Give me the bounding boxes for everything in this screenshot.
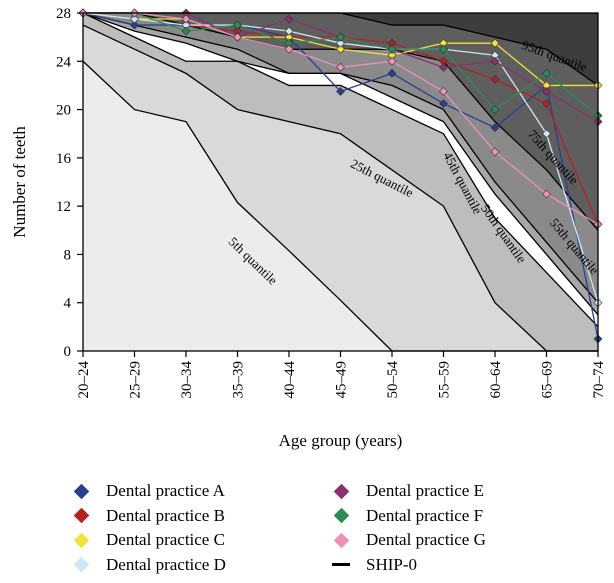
diamond-icon bbox=[333, 507, 349, 524]
quantile-bands bbox=[83, 13, 598, 352]
x-axis-ticks: 20–24 25–29 30–34 35–39 40–44 45–49 50–54 55–59… bbox=[76, 351, 607, 399]
series-point bbox=[181, 26, 191, 36]
series-point bbox=[284, 44, 294, 54]
x-tick-label: 30–34 bbox=[179, 361, 195, 399]
x-tick-label: 60–64 bbox=[488, 361, 504, 399]
series-point bbox=[130, 20, 139, 30]
series-point bbox=[387, 68, 397, 78]
legend-item: Dental practice A bbox=[70, 480, 225, 502]
x-tick-label: 20–24 bbox=[76, 361, 92, 399]
legend-swatch bbox=[70, 480, 92, 502]
legend-swatch bbox=[330, 480, 352, 502]
series-point bbox=[542, 87, 551, 96]
series-point bbox=[284, 14, 294, 24]
legend-item: SHIP-0 bbox=[330, 554, 417, 576]
legend-item: Dental practice F bbox=[330, 505, 483, 527]
legend-swatch bbox=[330, 505, 352, 527]
y-tick-label: 24 bbox=[56, 54, 72, 70]
series-point bbox=[336, 38, 345, 48]
y-tick-label: 12 bbox=[56, 199, 71, 215]
legend-swatch bbox=[70, 554, 92, 576]
x-tick-label: 70–74 bbox=[591, 361, 607, 399]
series-point bbox=[542, 129, 551, 139]
series-point bbox=[542, 189, 551, 199]
legend-swatch bbox=[70, 529, 92, 551]
legend-label: Dental practice A bbox=[106, 481, 225, 500]
legend-item: Dental practice G bbox=[330, 529, 486, 551]
series-point bbox=[130, 14, 139, 24]
series-point bbox=[387, 44, 397, 54]
y-axis-ticks: 0 4 8 12 16 20 24 28 bbox=[56, 6, 83, 360]
legend-label: Dental practice F bbox=[366, 505, 484, 525]
series-point bbox=[233, 32, 242, 42]
series-point bbox=[439, 62, 448, 72]
series-point bbox=[336, 44, 345, 54]
series-point bbox=[387, 56, 397, 66]
series-point bbox=[490, 123, 500, 133]
legend-label: Dental practice D bbox=[106, 554, 226, 574]
legend: Dental practice A Dental practice B Dental… bbox=[0, 478, 614, 583]
legend-item: Dental practice E bbox=[330, 480, 484, 502]
x-tick-label: 50–54 bbox=[385, 361, 401, 399]
diamond-icon bbox=[73, 507, 89, 524]
legend-swatch bbox=[330, 529, 352, 551]
legend-swatch bbox=[70, 505, 92, 527]
series-point bbox=[336, 62, 345, 72]
line-55th-quantile bbox=[82, 12, 599, 304]
series-point bbox=[336, 87, 345, 96]
series-point bbox=[439, 99, 448, 108]
x-tick-label: 65–69 bbox=[540, 361, 556, 399]
x-tick-label: 25–29 bbox=[128, 361, 144, 399]
y-tick-label: 8 bbox=[64, 247, 72, 263]
band-5th-quantile bbox=[83, 61, 598, 352]
series-point bbox=[336, 32, 345, 42]
y-tick-label: 28 bbox=[56, 6, 71, 22]
series-point bbox=[439, 44, 448, 54]
diamond-icon bbox=[73, 532, 89, 548]
diamond-icon bbox=[333, 483, 349, 499]
legend-label: Dental practice G bbox=[366, 530, 486, 549]
x-tick-label: 55–59 bbox=[437, 361, 453, 399]
series-point bbox=[233, 20, 242, 30]
diamond-icon bbox=[333, 532, 349, 548]
x-axis-title: Age group (years) bbox=[279, 431, 403, 450]
series-point bbox=[284, 26, 294, 36]
diamond-icon bbox=[73, 556, 89, 573]
line-25th-quantile bbox=[82, 24, 598, 352]
series-point bbox=[542, 68, 551, 78]
x-tick-label: 35–39 bbox=[231, 361, 247, 399]
diamond-icon bbox=[73, 483, 89, 499]
line-45th-quantile bbox=[82, 12, 599, 328]
legend-swatch bbox=[330, 554, 352, 576]
x-tick-label: 45–49 bbox=[334, 361, 350, 399]
y-tick-label: 16 bbox=[56, 151, 72, 167]
legend-item: Dental practice C bbox=[70, 529, 225, 551]
series-point bbox=[490, 147, 500, 157]
series-point bbox=[490, 56, 500, 66]
legend-item: Dental practice D bbox=[70, 554, 226, 576]
series-point bbox=[439, 87, 448, 96]
y-tick-label: 4 bbox=[64, 296, 72, 312]
series-point bbox=[490, 105, 500, 114]
legend-label: Dental practice B bbox=[106, 505, 225, 525]
series-point bbox=[542, 99, 551, 108]
series-point bbox=[490, 38, 500, 48]
series-point bbox=[181, 14, 191, 24]
legend-label: Dental practice C bbox=[106, 530, 225, 549]
line-icon bbox=[332, 563, 350, 566]
y-tick-label: 20 bbox=[56, 103, 71, 119]
y-axis-title: Number of teeth bbox=[10, 126, 29, 238]
y-tick-label: 0 bbox=[64, 344, 72, 360]
x-tick-label: 40–44 bbox=[282, 361, 298, 399]
legend-item: Dental practice B bbox=[70, 505, 225, 527]
series-point bbox=[490, 74, 500, 84]
legend-label: SHIP-0 bbox=[366, 554, 418, 574]
legend-label: Dental practice E bbox=[366, 481, 484, 500]
